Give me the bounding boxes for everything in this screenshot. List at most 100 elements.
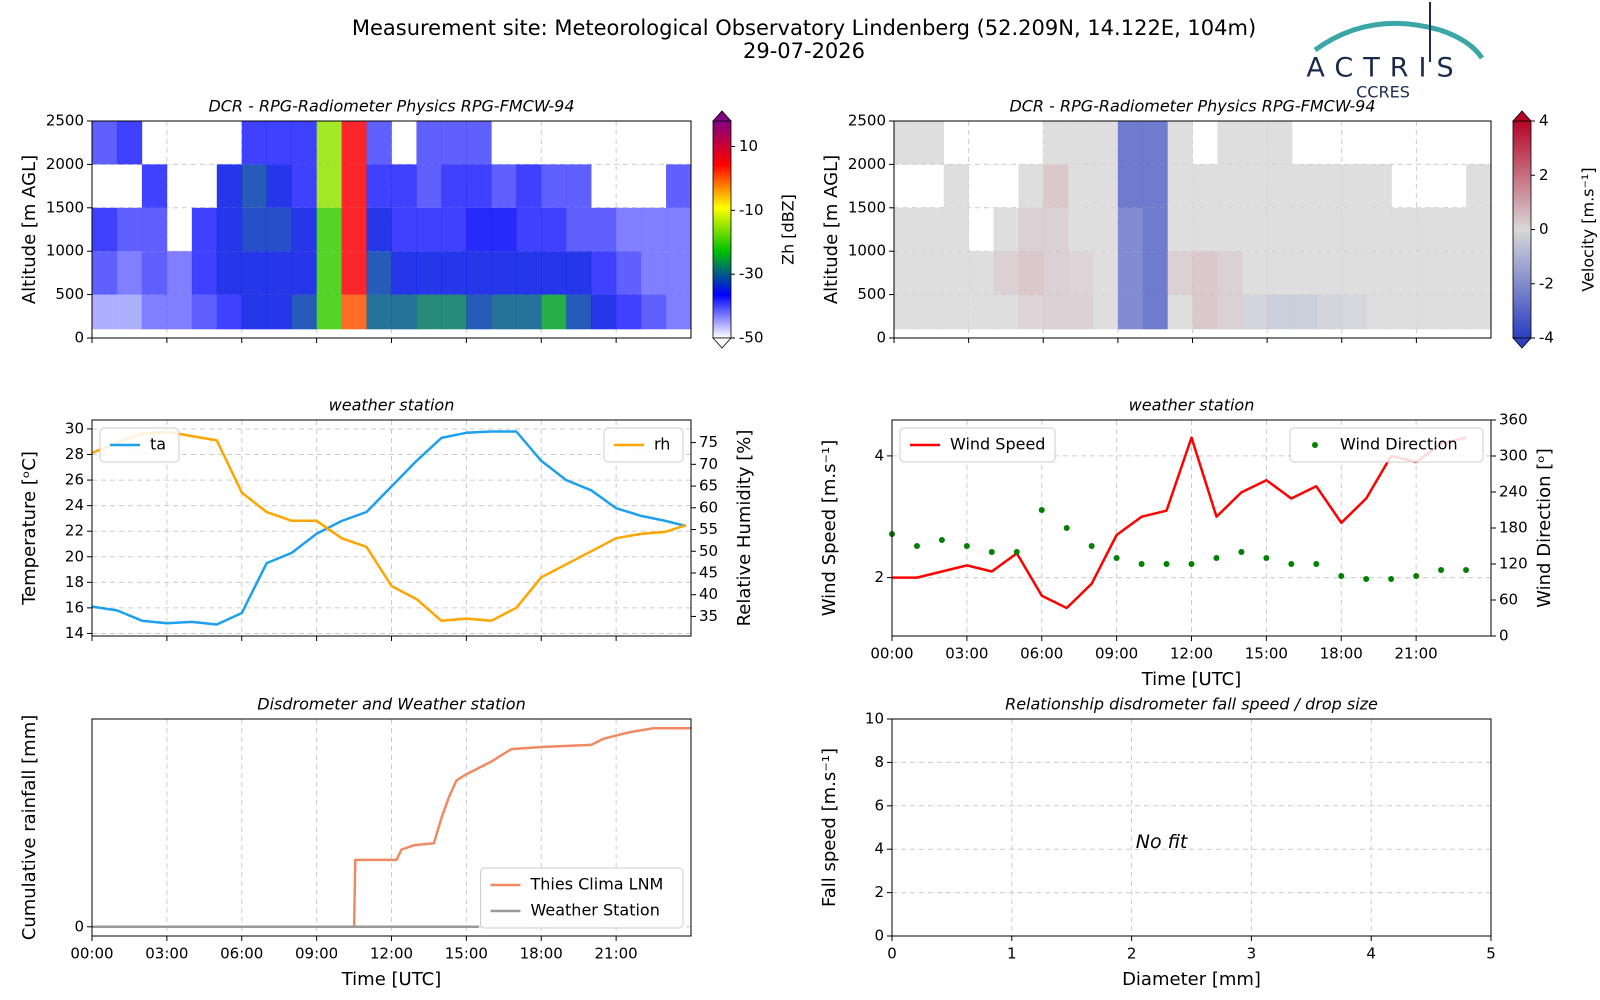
x-tick-label: 21:00 [595, 945, 638, 963]
y-tick-label: 16 [65, 598, 84, 616]
heatmap-cell [141, 207, 168, 252]
heatmap-cell [366, 121, 392, 165]
heatmap-cell [216, 207, 243, 252]
y-axis-label: Fall speed [m.s⁻¹] [819, 748, 840, 907]
heatmap-cell [666, 164, 692, 208]
heatmap-cell [416, 164, 442, 208]
axes-frame [891, 718, 1492, 937]
heatmap-cell [466, 251, 492, 295]
y2-tick-label: 70 [699, 455, 718, 473]
x-tick-label: 06:00 [220, 945, 263, 963]
heatmap-cell [1466, 251, 1492, 295]
y-tick-label: 500 [55, 285, 84, 303]
logo: ACTRIS CCRES [1306, 2, 1485, 102]
y-tick-label: 26 [65, 471, 84, 489]
heatmap-cell [1416, 251, 1442, 295]
y-tick-label: 1000 [46, 242, 84, 260]
y2-tick-label: 45 [699, 563, 718, 581]
data-line [91, 430, 687, 626]
heatmap-cell [1192, 294, 1218, 330]
heatmap-cell [1341, 294, 1367, 330]
y2-axis-label: Relative Humidity [%] [734, 430, 755, 627]
y2-tick-label: 120 [1499, 555, 1528, 573]
logo-subname: CCRES [1356, 83, 1410, 102]
heatmap-cell [918, 121, 945, 165]
heatmap-cell [491, 294, 517, 330]
colorbar-tick-label: -30 [739, 265, 764, 283]
panel-title: Disdrometer and Weather station [257, 695, 525, 714]
heatmap-cell [1366, 251, 1392, 295]
legend-box [480, 867, 684, 929]
heatmap-cell [491, 164, 517, 208]
heatmap-cell [1093, 294, 1119, 330]
y-tick-label: 2000 [848, 155, 886, 173]
x-tick-label: 12:00 [370, 945, 413, 963]
heatmap-cell [1093, 251, 1119, 295]
x-tick-label: 09:00 [295, 945, 338, 963]
x-axis-label: Diameter [mm] [1122, 969, 1261, 990]
heatmap-cell [1267, 251, 1293, 295]
heatmap-cell [1167, 207, 1193, 252]
data-point [1213, 555, 1220, 561]
y-tick-label: 2 [874, 883, 884, 901]
x-tick-label: 18:00 [520, 945, 563, 963]
heatmap-cell [943, 294, 969, 330]
y2-tick-label: 35 [699, 607, 718, 625]
heatmap-cell [116, 251, 143, 295]
heatmap-cell [1167, 251, 1193, 295]
heatmap-cell [1192, 207, 1218, 252]
heatmap-cell [92, 294, 118, 330]
heatmap-cell [1142, 164, 1168, 208]
heatmap-cell [516, 251, 542, 295]
heatmap-cell [1117, 207, 1144, 252]
colorbar-tick-label: -2 [1539, 274, 1554, 292]
heatmap-cell [1217, 294, 1243, 330]
heatmap-cell [1466, 207, 1492, 252]
data-point [1163, 561, 1170, 567]
heatmap-cell [466, 164, 492, 208]
heatmap-cell [341, 294, 367, 330]
heatmap-cell [316, 207, 342, 252]
heatmap-cell [666, 207, 692, 252]
heatmap-cell [541, 251, 567, 295]
colorbar-label: Velocity [m.s⁻¹] [1579, 167, 1598, 291]
heatmap-cell [441, 207, 467, 252]
y2-tick-label: 300 [1499, 447, 1528, 465]
panel-title: weather station [329, 396, 455, 415]
axes-frame [91, 718, 692, 937]
heatmap-cell [266, 294, 292, 330]
heatmap-cell [92, 121, 118, 165]
heatmap-cell [1292, 164, 1318, 208]
colorbar-tick-label: 4 [1539, 112, 1549, 130]
y2-tick-label: 65 [699, 477, 718, 495]
heatmap-cell [1292, 207, 1318, 252]
x-axis-label: Time [UTC] [1141, 669, 1242, 690]
heatmap-cell [1043, 121, 1069, 165]
heatmap-cell [391, 207, 417, 252]
heatmap-cell [241, 207, 268, 252]
colorbar-extend-bottom [1512, 337, 1532, 349]
heatmap-cell [1117, 164, 1144, 208]
heatmap-cell [1068, 251, 1094, 295]
data-point [1313, 561, 1320, 567]
y2-tick-label: 0 [1499, 627, 1509, 645]
annotation: No fit [1136, 831, 1189, 853]
colorbar [1512, 120, 1532, 339]
colorbar-tick-label: 0 [1539, 220, 1549, 238]
heatmap-cell [1068, 294, 1094, 330]
heatmap-cell [1018, 164, 1044, 208]
data-point [1188, 561, 1195, 567]
y2-tick-label: 180 [1499, 519, 1528, 537]
heatmap-cell [366, 207, 392, 252]
heatmap-cell [1117, 294, 1144, 330]
axes-frame [91, 419, 692, 637]
data-point [1138, 561, 1145, 567]
heatmap-cell [1366, 164, 1392, 208]
y-tick-label: 2500 [848, 112, 886, 130]
heatmap-cell [1316, 164, 1343, 208]
heatmap-cell [1117, 121, 1144, 165]
y-axis-label: Wind Speed [m.s⁻¹] [819, 440, 840, 617]
heatmap-cell [266, 164, 292, 208]
heatmap-cell [466, 207, 492, 252]
